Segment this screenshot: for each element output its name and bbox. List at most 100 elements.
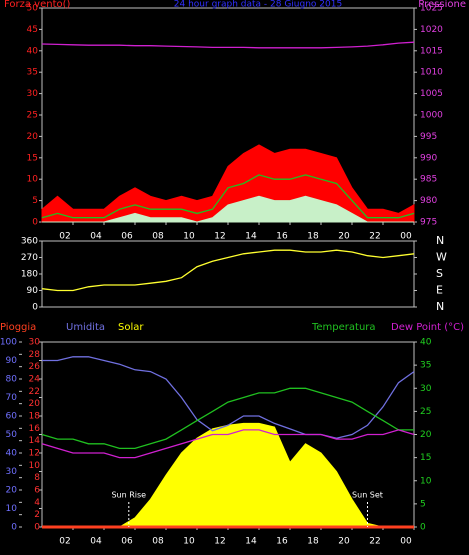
y3-tick-label: 14 bbox=[29, 436, 41, 446]
annotation-label: Sun Rise bbox=[111, 491, 146, 500]
y2-axis-label: Pressione bbox=[418, 0, 466, 10]
y2-tick-label: 1025 bbox=[420, 4, 443, 14]
x-tick-label: 14 bbox=[245, 537, 257, 547]
y-tick-label: 60 bbox=[6, 412, 18, 422]
y-tick-label: 360 bbox=[21, 237, 38, 247]
y-tick-label: 90 bbox=[27, 286, 39, 296]
x-tick-label: 04 bbox=[90, 232, 102, 242]
area bbox=[42, 195, 414, 223]
line bbox=[41, 387, 414, 450]
y-tick-label: 30 bbox=[27, 89, 39, 99]
y-tick-label: 20 bbox=[27, 132, 39, 142]
y3-tick-label: 16 bbox=[29, 424, 41, 434]
y2-tick-label: 1005 bbox=[420, 89, 443, 99]
y-tick-label: 50 bbox=[27, 4, 39, 14]
y2-tick-label: 35 bbox=[420, 361, 431, 371]
y-tick-label: 40 bbox=[6, 449, 18, 459]
y3-tick-label: 22 bbox=[29, 387, 40, 397]
legend-label: Pioggia bbox=[0, 322, 36, 333]
area bbox=[42, 422, 414, 528]
y3-tick-label: 20 bbox=[29, 399, 41, 409]
y2-tick-label: 980 bbox=[420, 196, 437, 206]
y-tick-label: 40 bbox=[27, 46, 39, 56]
y3-tick-label: 28 bbox=[29, 350, 41, 360]
x-tick-label: 16 bbox=[276, 232, 288, 242]
y2-tick-label: 0 bbox=[420, 523, 426, 533]
x-tick-label: 10 bbox=[183, 232, 195, 242]
x-tick-label: 02 bbox=[59, 537, 70, 547]
x-tick-label: 14 bbox=[245, 232, 257, 242]
line bbox=[41, 41, 415, 49]
y2-tick-label: 990 bbox=[420, 153, 437, 163]
y3-tick-label: 24 bbox=[29, 375, 41, 385]
y2-tick-label: 985 bbox=[420, 175, 437, 185]
y-tick-label: 30 bbox=[6, 467, 18, 477]
y-tick-label: 5 bbox=[32, 196, 38, 206]
y3-tick-label: 0 bbox=[34, 523, 40, 533]
x-tick-label: 12 bbox=[214, 232, 225, 242]
x-tick-label: 18 bbox=[307, 232, 319, 242]
x-tick-label: 00 bbox=[400, 232, 412, 242]
y-tick-label: 80 bbox=[6, 375, 18, 385]
y2-tick-label: 1020 bbox=[420, 25, 443, 35]
x-tick-label: 10 bbox=[183, 537, 195, 547]
x-tick-label: 08 bbox=[152, 232, 164, 242]
y2-tick-label: 20 bbox=[420, 430, 432, 440]
line bbox=[42, 356, 415, 439]
y2-tick-label: N bbox=[436, 234, 444, 247]
y-tick-label: 100 bbox=[0, 338, 17, 348]
chart-title: 24 hour graph data - 28 Giugno 2015 bbox=[174, 0, 342, 10]
y-tick-label: 0 bbox=[32, 303, 38, 313]
line bbox=[41, 174, 415, 219]
x-tick-label: 06 bbox=[121, 232, 133, 242]
y-tick-label: 90 bbox=[6, 356, 18, 366]
x-tick-label: 04 bbox=[90, 537, 102, 547]
x-tick-label: 02 bbox=[59, 232, 70, 242]
y-axis-label: Forza vento() bbox=[4, 0, 71, 10]
legend-label: Solar bbox=[118, 322, 144, 333]
y3-tick-label: 26 bbox=[29, 362, 41, 372]
y2-tick-label: 1010 bbox=[420, 68, 443, 78]
y-tick-label: 0 bbox=[32, 218, 38, 228]
y-tick-label: 15 bbox=[27, 153, 38, 163]
y-tick-label: 0 bbox=[11, 523, 17, 533]
y2-tick-label: 15 bbox=[420, 453, 431, 463]
y-tick-label: 45 bbox=[27, 25, 38, 35]
y3-tick-label: 10 bbox=[29, 461, 41, 471]
y-tick-label: 70 bbox=[6, 393, 18, 403]
y2-tick-label: 975 bbox=[420, 218, 437, 228]
legend-label: Dew Point (°C) bbox=[391, 322, 464, 333]
x-tick-label: 20 bbox=[338, 232, 350, 242]
annotation-label: Sun Set bbox=[352, 491, 383, 500]
y3-tick-label: 6 bbox=[34, 486, 40, 496]
y-tick-label: 270 bbox=[21, 253, 38, 263]
y-tick-label: 20 bbox=[6, 486, 18, 496]
y3-tick-label: 4 bbox=[34, 498, 40, 508]
x-tick-label: 22 bbox=[369, 537, 380, 547]
x-tick-label: 00 bbox=[400, 537, 412, 547]
y3-tick-label: 12 bbox=[29, 449, 40, 459]
y-tick-label: 180 bbox=[21, 270, 38, 280]
y-tick-label: 25 bbox=[27, 111, 38, 121]
y2-tick-label: 1000 bbox=[420, 111, 443, 121]
y2-tick-label: E bbox=[436, 284, 443, 297]
x-tick-label: 22 bbox=[369, 232, 380, 242]
y2-tick-label: 30 bbox=[420, 384, 432, 394]
y2-tick-label: W bbox=[436, 251, 447, 264]
y2-tick-label: 10 bbox=[420, 476, 432, 486]
x-tick-label: 18 bbox=[307, 537, 319, 547]
y2-tick-label: 995 bbox=[420, 132, 437, 142]
y2-tick-label: 40 bbox=[420, 338, 432, 348]
x-tick-label: 16 bbox=[276, 537, 288, 547]
y-tick-label: 10 bbox=[6, 504, 18, 514]
y3-tick-label: 2 bbox=[34, 510, 40, 520]
y-tick-label: 10 bbox=[27, 175, 39, 185]
y2-tick-label: 25 bbox=[420, 407, 431, 417]
y2-tick-label: 1015 bbox=[420, 46, 443, 56]
y2-tick-label: 5 bbox=[420, 499, 426, 509]
line bbox=[41, 429, 415, 459]
y-tick-label: 50 bbox=[6, 430, 18, 440]
plot-frame bbox=[41, 240, 415, 308]
line bbox=[41, 249, 415, 292]
